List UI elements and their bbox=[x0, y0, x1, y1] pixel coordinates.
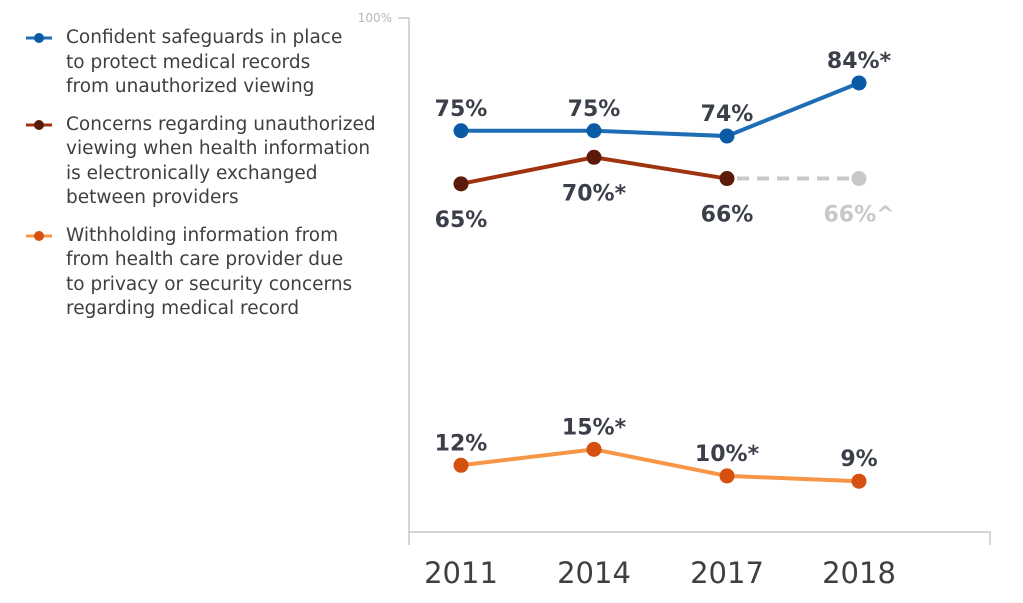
y-axis bbox=[398, 17, 410, 545]
y-tick-label: 100% bbox=[358, 11, 392, 25]
legend-label: Concerns regarding unauthorized viewing … bbox=[66, 113, 376, 209]
x-tick-label: 2018 bbox=[822, 556, 896, 590]
data-label: 15%* bbox=[562, 415, 627, 440]
legend-label: Confident safeguards in place to protect… bbox=[66, 27, 343, 97]
data-label: 65% bbox=[435, 208, 488, 233]
projected-label: 66%^ bbox=[823, 203, 894, 228]
data-label: 9% bbox=[840, 447, 877, 472]
data-label: 12% bbox=[435, 431, 488, 456]
x-tick-label: 2014 bbox=[557, 556, 631, 590]
legend-item-withholding: Withholding information from from health… bbox=[24, 224, 394, 322]
data-point bbox=[851, 473, 867, 489]
data-point bbox=[719, 171, 735, 187]
legend-marker-blue-icon bbox=[26, 33, 52, 43]
x-tick-label: 2017 bbox=[690, 556, 764, 590]
data-point bbox=[851, 75, 867, 91]
data-point bbox=[586, 441, 602, 457]
data-point bbox=[586, 123, 602, 139]
legend-item-safeguards: Confident safeguards in place to protect… bbox=[24, 26, 394, 100]
data-point bbox=[719, 468, 735, 484]
legend-label: Withholding information from from health… bbox=[66, 224, 353, 320]
data-point bbox=[719, 128, 735, 144]
data-point bbox=[586, 149, 602, 165]
data-label: 70%* bbox=[562, 181, 627, 206]
data-label: 10%* bbox=[695, 442, 760, 467]
legend-item-concerns: Concerns regarding unauthorized viewing … bbox=[24, 113, 394, 211]
projected-point bbox=[851, 171, 867, 187]
x-tick-label: 2011 bbox=[424, 556, 498, 590]
data-label: 74% bbox=[701, 102, 754, 127]
series-line bbox=[461, 81, 860, 139]
legend: Confident safeguards in place to protect… bbox=[24, 26, 394, 335]
legend-marker-orange-icon bbox=[26, 230, 52, 241]
data-label: 66% bbox=[701, 203, 754, 228]
data-label: 75% bbox=[568, 97, 621, 122]
data-label: 84%* bbox=[827, 49, 892, 74]
legend-marker-brown-icon bbox=[26, 119, 52, 130]
series-line bbox=[460, 447, 860, 484]
data-point bbox=[453, 123, 469, 139]
data-point bbox=[453, 457, 469, 473]
data-point bbox=[453, 176, 469, 192]
data-label: 75% bbox=[435, 97, 488, 122]
x-axis bbox=[409, 531, 991, 545]
